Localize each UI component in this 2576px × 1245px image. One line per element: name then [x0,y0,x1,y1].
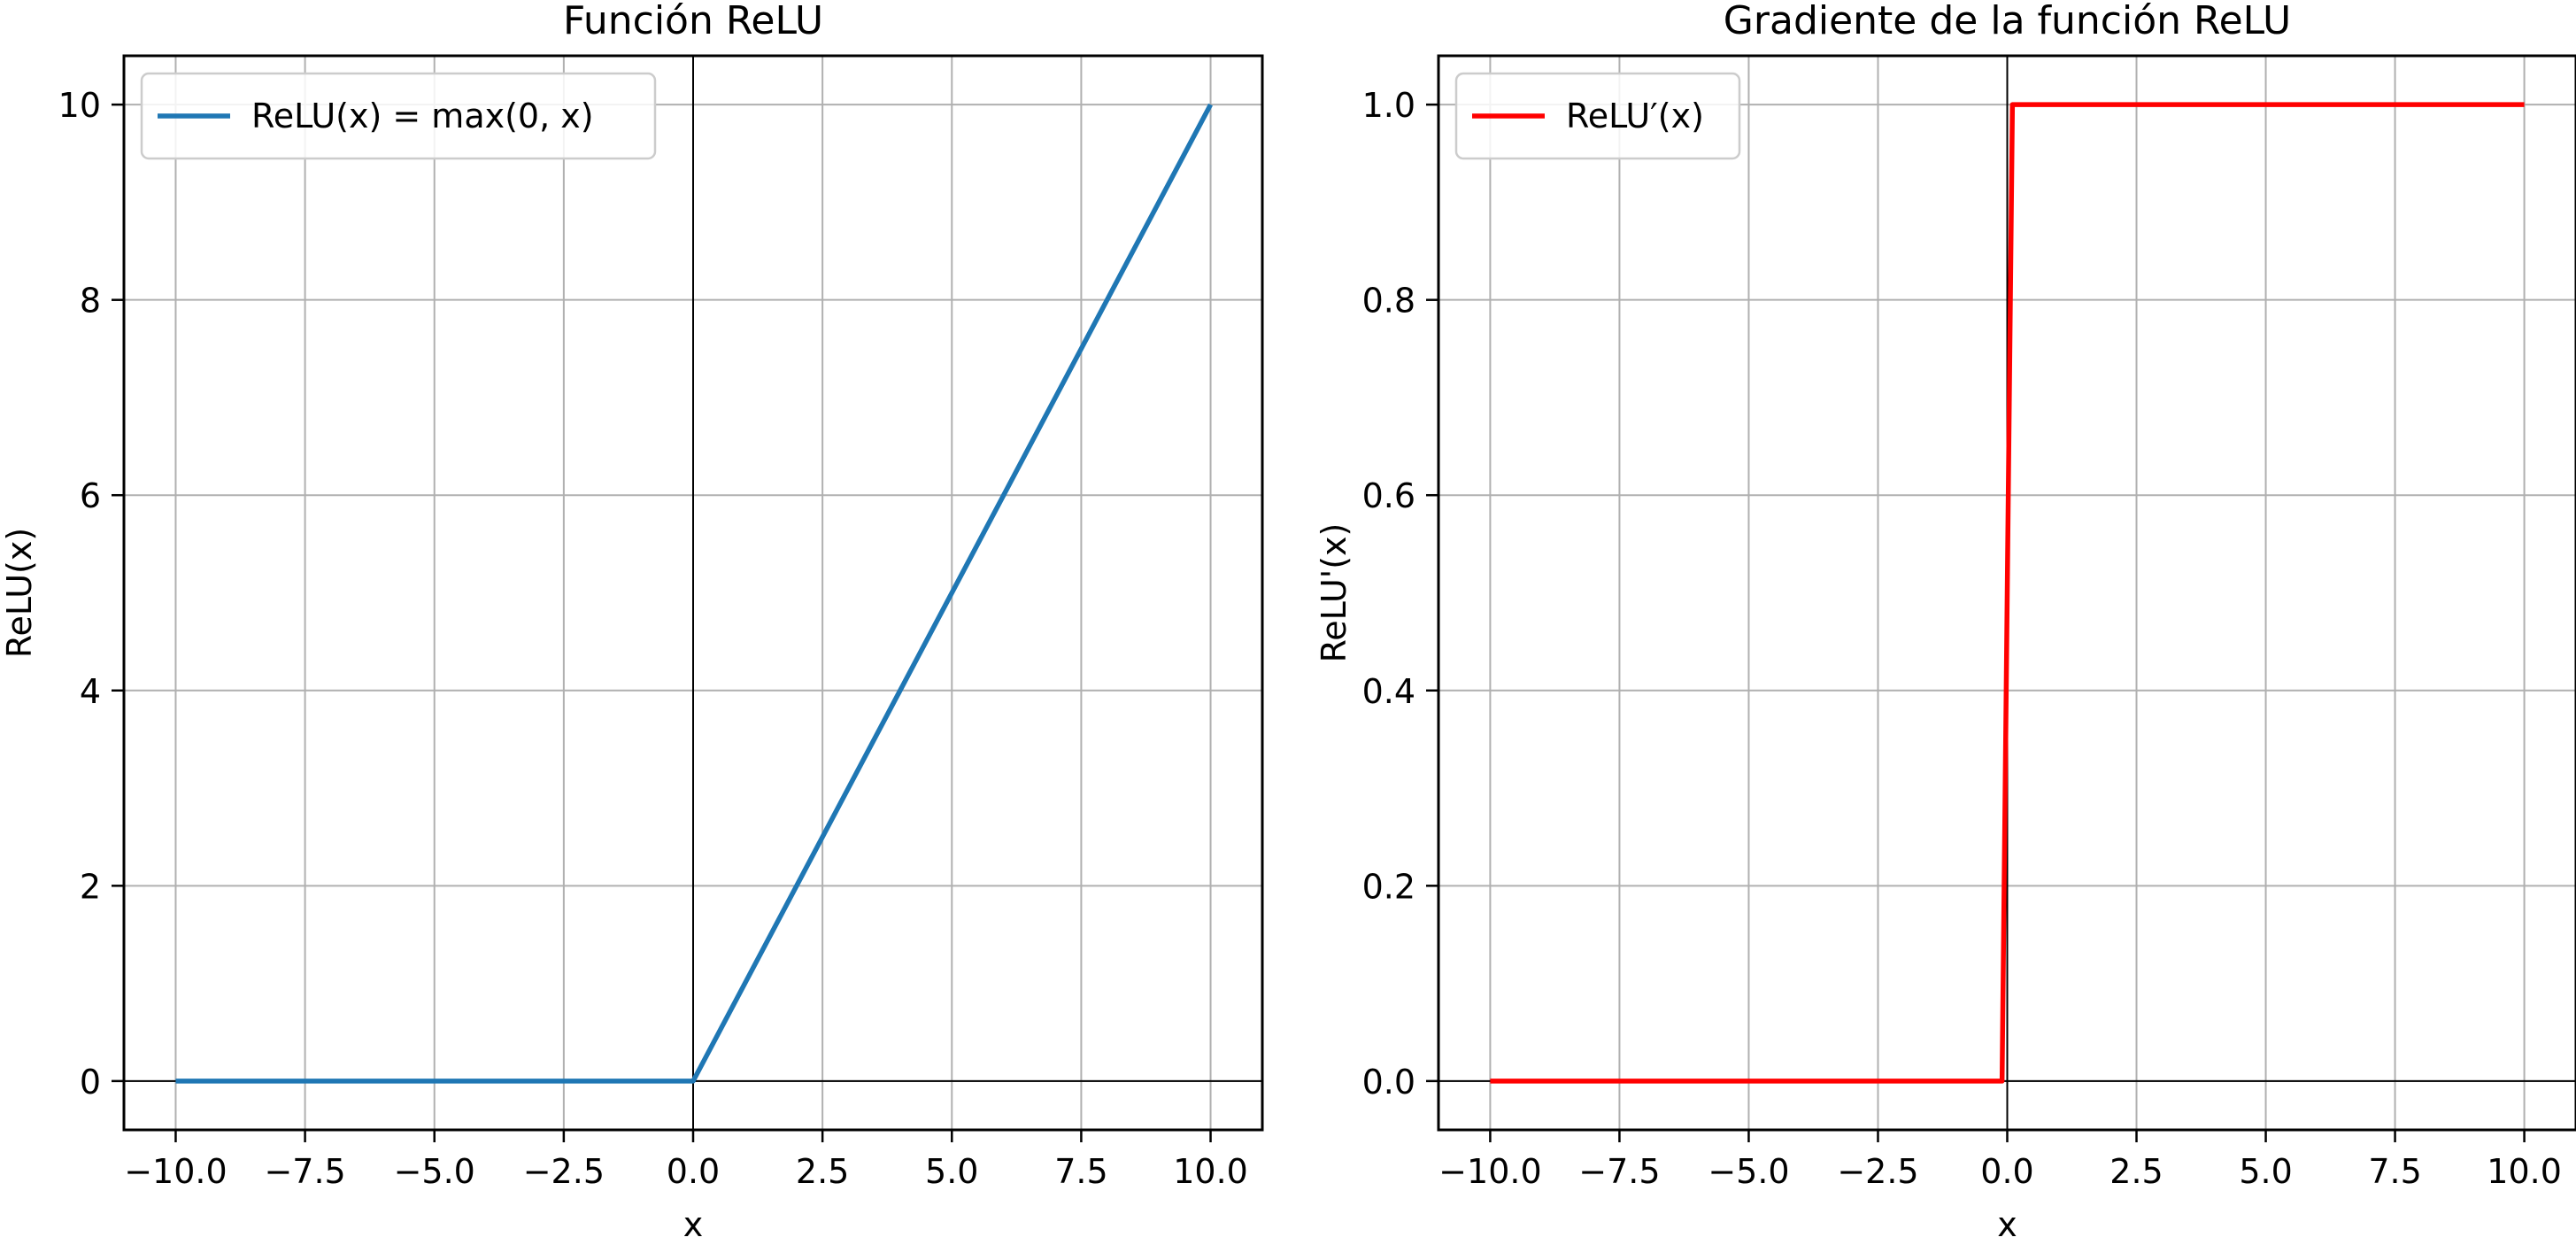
x-tick-label: −2.5 [1837,1152,1918,1191]
relu-chart-panel: −10.0 −7.5 −5.0 −2.5 0.0 2.5 5.0 7.5 10.0 0 2 4 6 8 10… [0,0,1264,1244]
legend: ReLU′(x) [1454,72,1741,160]
y-tick-label: 1.0 [1362,86,1415,125]
legend-box [1454,72,1741,160]
y-tick-label: 0 [80,1063,101,1102]
y-tick-label: 0.6 [1362,476,1415,515]
chart-title: Gradiente de la función ReLU [1724,0,2291,43]
relu-gradient-chart-panel: −10.0 −7.5 −5.0 −2.5 0.0 2.5 5.0 7.5 10.0 0.0 0.2 0… [1315,0,2576,1244]
y-tick-label: 8 [80,282,101,321]
series-line [1490,102,2525,1084]
legend: ReLU(x) = max(0, x) [140,72,657,160]
x-axis-label: x [1997,1205,2017,1244]
y-tick-label: 0.2 [1362,867,1415,906]
x-tick-label: 10.0 [1173,1152,1248,1191]
y-tick-label: 0.0 [1362,1063,1415,1102]
y-axis-label: ReLU'(x) [1315,523,1354,663]
x-tick-label: −7.5 [264,1152,345,1191]
x-tick-label: −5.0 [394,1152,475,1191]
x-tick-label: −2.5 [523,1152,605,1191]
x-tick-label: 2.5 [796,1152,849,1191]
x-tick-label: −10.0 [1438,1152,1541,1191]
y-tick-label: 0.8 [1362,282,1415,321]
x-tick-label: −5.0 [1708,1152,1789,1191]
legend-box [140,72,657,160]
legend-label: ReLU′(x) [1566,97,1704,135]
x-tick-label: 5.0 [925,1152,978,1191]
y-tick-label: 4 [80,672,101,711]
x-tick-label: −10.0 [124,1152,227,1191]
y-axis-label: ReLU(x) [0,528,39,658]
x-tick-label: 7.5 [2368,1152,2421,1191]
x-axis-label: x [683,1205,704,1244]
x-tick-label: 10.0 [2487,1152,2562,1191]
y-tick-label: 6 [80,476,101,515]
x-tick-label: 7.5 [1054,1152,1107,1191]
x-tick-label: 0.0 [667,1152,720,1191]
legend-label: ReLU(x) = max(0, x) [251,97,594,135]
series-line [175,103,1213,1084]
y-tick-label: 2 [80,867,101,906]
chart-title: Función ReLU [563,0,823,43]
x-tick-label: 2.5 [2109,1152,2163,1191]
x-tick-label: −7.5 [1578,1152,1660,1191]
x-tick-label: 5.0 [2239,1152,2292,1191]
y-tick-label: 0.4 [1362,672,1415,711]
y-tick-label: 10 [58,86,101,125]
x-tick-label: 0.0 [1980,1152,2033,1191]
